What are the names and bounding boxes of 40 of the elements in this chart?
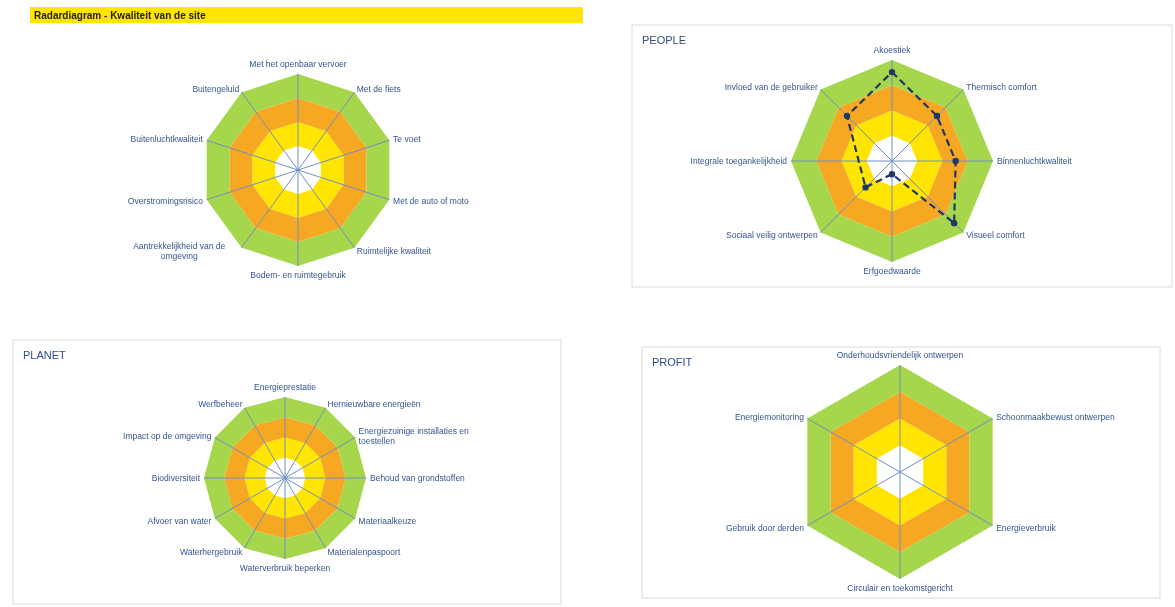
spoke-label: Materiaalkeuze: [358, 515, 417, 526]
spoke-label: Impact op de omgeving: [123, 430, 212, 441]
spoke-label: Ruimtelijke kwaliteit: [356, 245, 432, 256]
spoke-label: Met de fiets: [356, 84, 401, 95]
spoke-label: Energieverbruik: [996, 522, 1057, 533]
spoke-label: Energieprestatie: [254, 382, 317, 392]
spoke-label: Akoestiek: [873, 45, 912, 55]
spoke-label: Aantrekkelijkheid van de omgeving: [133, 240, 226, 261]
spoke-label: Werfbeheer: [198, 399, 243, 410]
spoke-label: Biodiversiteit: [151, 473, 201, 483]
spoke-label: Visueel comfort: [966, 230, 1026, 241]
spoke-label: Met de auto of moto: [393, 195, 469, 206]
spoke-label: Schoonmaakbewust ontwerpen: [996, 411, 1115, 422]
spoke-label: Waterhergebruik: [179, 546, 244, 557]
chart-title: Radardiagram - Kwaliteit van de site: [34, 10, 207, 21]
spoke-label: Integrale toegankelijkheid: [690, 156, 788, 166]
spoke-label: Buitengeluid: [192, 84, 240, 95]
spoke-label: Buitenluchtkwaliteit: [130, 134, 204, 145]
spoke-label: Waterverbruik beperken: [239, 563, 331, 573]
spoke-label: Sociaal veilig ontwerpen: [726, 230, 819, 241]
spoke-label: Binnenluchtkwaliteit: [997, 156, 1073, 166]
spoke-label: Afvoer van water: [147, 515, 212, 526]
spoke-label: Met het openbaar vervoer: [249, 59, 347, 69]
spoke-label: Onderhoudsvriendelijk ontwerpen: [836, 350, 964, 360]
spoke-label: Circulair en toekomstgericht: [847, 583, 954, 593]
spoke-label: Behoud van grondstoffen: [370, 473, 466, 483]
spoke-label: Hernieuwbare energieën: [327, 399, 421, 410]
spoke-label: Te voet: [393, 134, 422, 145]
chart-title: PROFIT: [652, 356, 693, 368]
spoke-label: Thermisch comfort: [966, 81, 1038, 92]
chart-title: PEOPLE: [642, 34, 687, 46]
spoke-label: Energiezuinige installaties en toestellen: [358, 425, 469, 446]
spoke-label: Invloed van de gebruiker: [724, 81, 818, 92]
spoke-label: Materialenpaspoort: [327, 546, 401, 557]
spoke-label: Bodem- en ruimtegebruik: [250, 270, 347, 280]
spoke-label: Gebruik door derden: [725, 522, 805, 533]
spoke-label: Erfgoedwaarde: [863, 266, 922, 276]
spoke-label: Energiemonitoring: [734, 411, 805, 422]
spoke-label: Overstromingsrisico: [127, 195, 204, 206]
chart-title: PLANET: [23, 349, 67, 361]
